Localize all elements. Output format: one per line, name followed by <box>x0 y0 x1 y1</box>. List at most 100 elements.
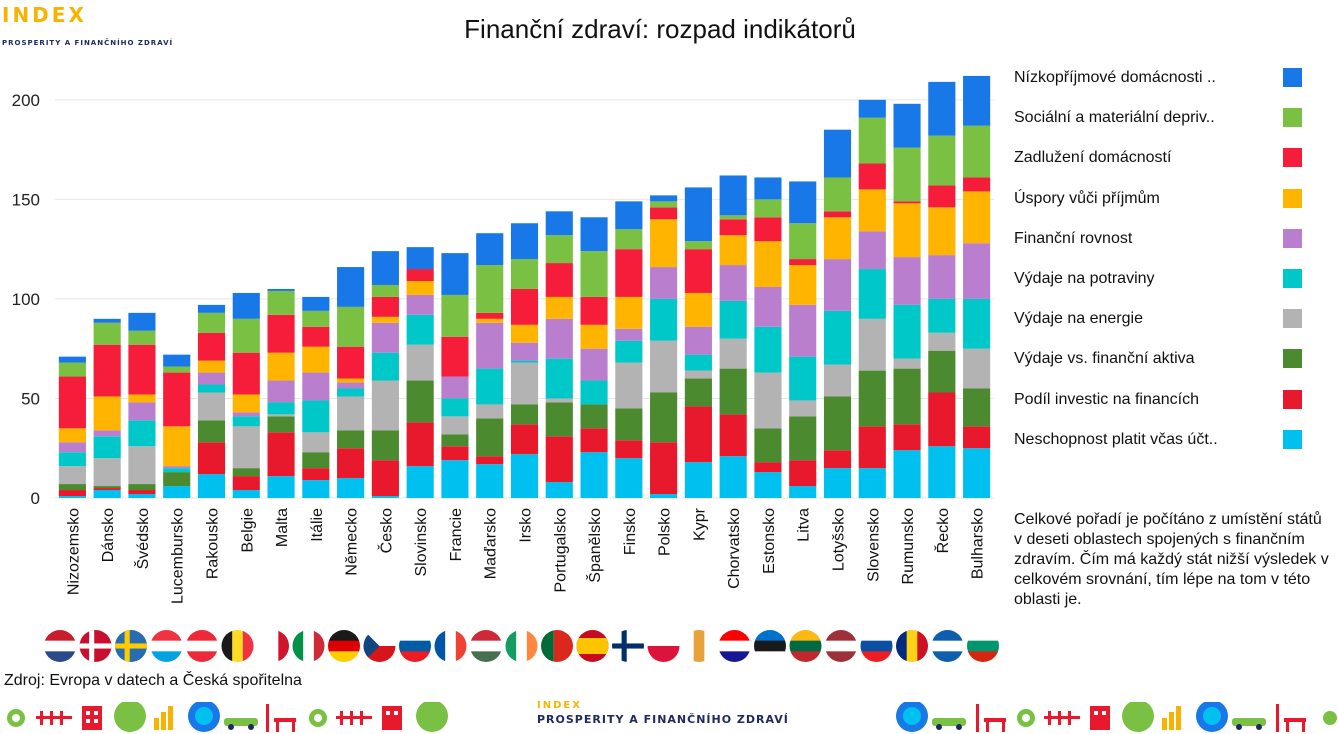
bar-segment <box>337 478 365 498</box>
legend-item: Výdaje na energie <box>1014 309 1314 349</box>
bar-segment <box>789 486 817 498</box>
y-axis-ticks: 0 50 100 150 200 <box>12 91 40 508</box>
bar-segment <box>163 366 191 373</box>
legend-item: Podíl investic na financích <box>1014 389 1314 430</box>
flag-icon <box>967 630 999 662</box>
x-tick-label: Rumunsko <box>900 508 917 585</box>
bar-segment <box>580 251 608 297</box>
legend-item: Sociální a materiální depriv.. <box>1014 108 1314 148</box>
logo-subtitle: PROSPERITY A FINANČNÍHO ZDRAVÍ <box>2 39 174 47</box>
bar-segment <box>406 280 434 295</box>
source-text: Zdroj: Evropa v datech a Česká spořiteln… <box>4 672 302 689</box>
legend-label: Neschopnost platit včas účt.. <box>1014 430 1218 448</box>
bar-segment <box>719 265 747 301</box>
bar-icon <box>1162 706 1181 730</box>
bar-segment <box>684 462 712 498</box>
bar-segment <box>580 324 608 349</box>
bar-segment <box>406 247 434 270</box>
bar-segment <box>510 259 539 289</box>
bar-segment <box>302 372 330 401</box>
bar-segment <box>650 442 678 495</box>
bar-segment <box>545 318 573 359</box>
bar-segment <box>893 368 921 425</box>
bar-segment <box>337 388 365 397</box>
bar-segment <box>197 442 226 475</box>
bar-segment <box>163 426 191 467</box>
bar-segment <box>684 241 712 250</box>
flag-icon <box>150 630 183 662</box>
bar-segment <box>128 494 156 498</box>
x-tick-label: Řecko <box>933 508 952 553</box>
bar-segment <box>232 416 260 427</box>
bar-segment <box>580 452 608 498</box>
footer-logo-word: INDEX <box>537 700 582 711</box>
y-tick-label: 0 <box>31 489 40 508</box>
bar-segment <box>545 402 573 437</box>
bar-segment <box>719 219 747 236</box>
bar-segment <box>197 474 226 498</box>
bar-segment <box>197 384 226 393</box>
bar-segment <box>823 259 852 311</box>
x-tick-label: Polsko <box>657 508 674 556</box>
x-tick-label: Itálie <box>309 508 326 542</box>
bar-segment <box>858 117 886 164</box>
bar-segment <box>789 416 817 461</box>
flag-icon <box>825 630 857 662</box>
bar-segment <box>163 354 191 367</box>
legend-swatch <box>1283 309 1302 329</box>
bar-segment <box>893 257 921 305</box>
flag-icon <box>789 630 822 662</box>
flag-icon <box>541 630 573 662</box>
bar-segment <box>267 476 295 498</box>
bar-segment <box>371 430 399 461</box>
bar-segment <box>93 488 121 491</box>
lamp-bench-icon <box>266 704 296 732</box>
tree-icon <box>114 702 146 732</box>
bar-segment <box>684 326 712 355</box>
bar-segment <box>823 177 852 212</box>
x-tick-label: Portugalsko <box>552 508 569 593</box>
bar-segment <box>476 418 504 457</box>
car-icon <box>1232 718 1266 730</box>
bar-segment <box>684 370 712 379</box>
bar-segment <box>650 207 678 220</box>
bar-segment <box>719 175 747 216</box>
bar-segment <box>963 388 991 427</box>
bar-segment <box>476 265 504 313</box>
bar-segment <box>441 336 469 377</box>
x-tick-label: Malta <box>274 508 291 547</box>
bar-segment <box>789 304 817 357</box>
bar-segment <box>267 414 295 417</box>
bar-segment <box>302 480 330 498</box>
bar-segment <box>719 235 747 266</box>
bar-segment <box>615 408 643 441</box>
bar-segment <box>302 296 330 311</box>
bar-segment <box>615 440 643 459</box>
bar-segment <box>754 199 782 218</box>
x-tick-label: Slovensko <box>865 508 882 582</box>
bar-segment <box>928 207 956 256</box>
bar-segment <box>858 189 886 232</box>
bar-segment <box>197 312 226 333</box>
bar-segment <box>441 434 469 447</box>
bar-segment <box>128 490 156 495</box>
x-tick-label: Estonsko <box>761 508 778 574</box>
bar-segment <box>128 420 156 447</box>
car-icon <box>932 718 966 730</box>
x-tick-label: Belgie <box>239 508 256 553</box>
bar-segment <box>93 430 121 437</box>
bar-segment <box>928 298 956 333</box>
legend-item: Neschopnost platit včas účt.. <box>1014 429 1314 470</box>
footer-icons-left <box>7 702 448 732</box>
bar-segment <box>197 372 226 385</box>
flag-icon <box>399 630 431 662</box>
bar-segment <box>476 368 504 405</box>
bar-segment <box>337 430 365 449</box>
legend-swatch <box>1283 389 1302 409</box>
y-tick-label: 150 <box>12 190 40 209</box>
bar-segment <box>893 304 921 359</box>
bar-segment <box>371 496 399 498</box>
legend-label: Sociální a materiální depriv.. <box>1014 109 1215 127</box>
bar-segment <box>650 219 678 268</box>
bar-segment <box>615 328 643 341</box>
